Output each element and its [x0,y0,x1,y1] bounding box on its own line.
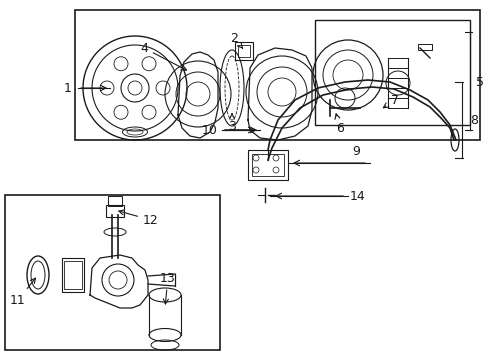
Text: 8: 8 [469,113,477,126]
Bar [251,154,284,176]
Text: 1: 1 [64,81,72,95]
Text: 2: 2 [229,32,242,48]
Text: 14: 14 [349,189,365,202]
Bar [64,261,82,289]
Bar [247,150,287,180]
Bar [238,45,249,57]
Bar [108,196,122,206]
Text: 10: 10 [202,123,218,136]
Text: 3: 3 [227,114,235,132]
Bar [235,42,252,60]
Bar [62,258,84,292]
Text: 12: 12 [119,210,159,226]
Bar [5,195,220,350]
Text: 13: 13 [160,271,175,304]
Text: 11: 11 [10,278,36,306]
Bar [314,20,469,125]
Bar [75,10,479,140]
Text: 6: 6 [334,114,343,135]
Text: 4: 4 [140,41,186,70]
Text: 9: 9 [351,145,359,158]
Text: 5: 5 [475,76,483,89]
Bar [417,44,431,50]
Text: 7: 7 [383,94,398,108]
Bar [106,205,124,217]
